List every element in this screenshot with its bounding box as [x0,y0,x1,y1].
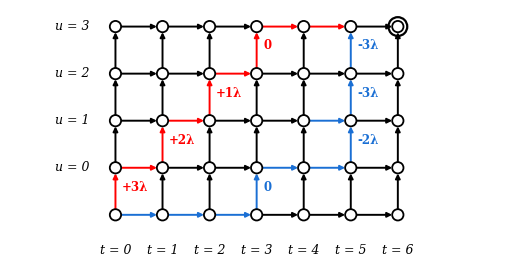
Circle shape [110,68,121,79]
Text: t = 0: t = 0 [99,244,131,257]
Circle shape [392,21,404,32]
Circle shape [110,21,121,32]
Circle shape [345,209,356,220]
Text: t = 4: t = 4 [288,244,320,257]
Text: +1λ: +1λ [216,87,242,100]
Circle shape [204,68,215,79]
Circle shape [392,68,404,79]
Circle shape [298,162,309,173]
Text: -3λ: -3λ [357,40,379,53]
Text: u = 0: u = 0 [55,161,90,174]
Circle shape [392,209,404,220]
Circle shape [110,209,121,220]
Circle shape [298,209,309,220]
Text: t = 2: t = 2 [194,244,225,257]
Circle shape [345,115,356,126]
Text: 0: 0 [263,181,271,194]
Text: u = 3: u = 3 [55,20,90,33]
Circle shape [251,162,262,173]
Circle shape [251,68,262,79]
Circle shape [251,209,262,220]
Text: t = 6: t = 6 [382,244,413,257]
Circle shape [392,162,404,173]
Text: 0: 0 [263,40,271,53]
Text: u = 2: u = 2 [55,67,90,80]
Circle shape [157,21,168,32]
Circle shape [251,21,262,32]
Circle shape [157,68,168,79]
Circle shape [298,115,309,126]
Circle shape [157,209,168,220]
Circle shape [345,21,356,32]
Circle shape [204,209,215,220]
Text: t = 3: t = 3 [241,244,272,257]
Text: u = 1: u = 1 [55,114,90,127]
Circle shape [110,115,121,126]
Circle shape [204,162,215,173]
Text: t = 5: t = 5 [335,244,367,257]
Circle shape [157,115,168,126]
Circle shape [157,162,168,173]
Circle shape [204,115,215,126]
Text: +2λ: +2λ [169,134,195,147]
Circle shape [345,162,356,173]
Text: +3λ: +3λ [122,181,149,194]
Circle shape [345,68,356,79]
Circle shape [298,68,309,79]
Text: t = 1: t = 1 [147,244,178,257]
Circle shape [204,21,215,32]
Text: -2λ: -2λ [357,134,379,147]
Circle shape [110,162,121,173]
Circle shape [392,115,404,126]
Text: -3λ: -3λ [357,87,379,100]
Circle shape [251,115,262,126]
Circle shape [298,21,309,32]
